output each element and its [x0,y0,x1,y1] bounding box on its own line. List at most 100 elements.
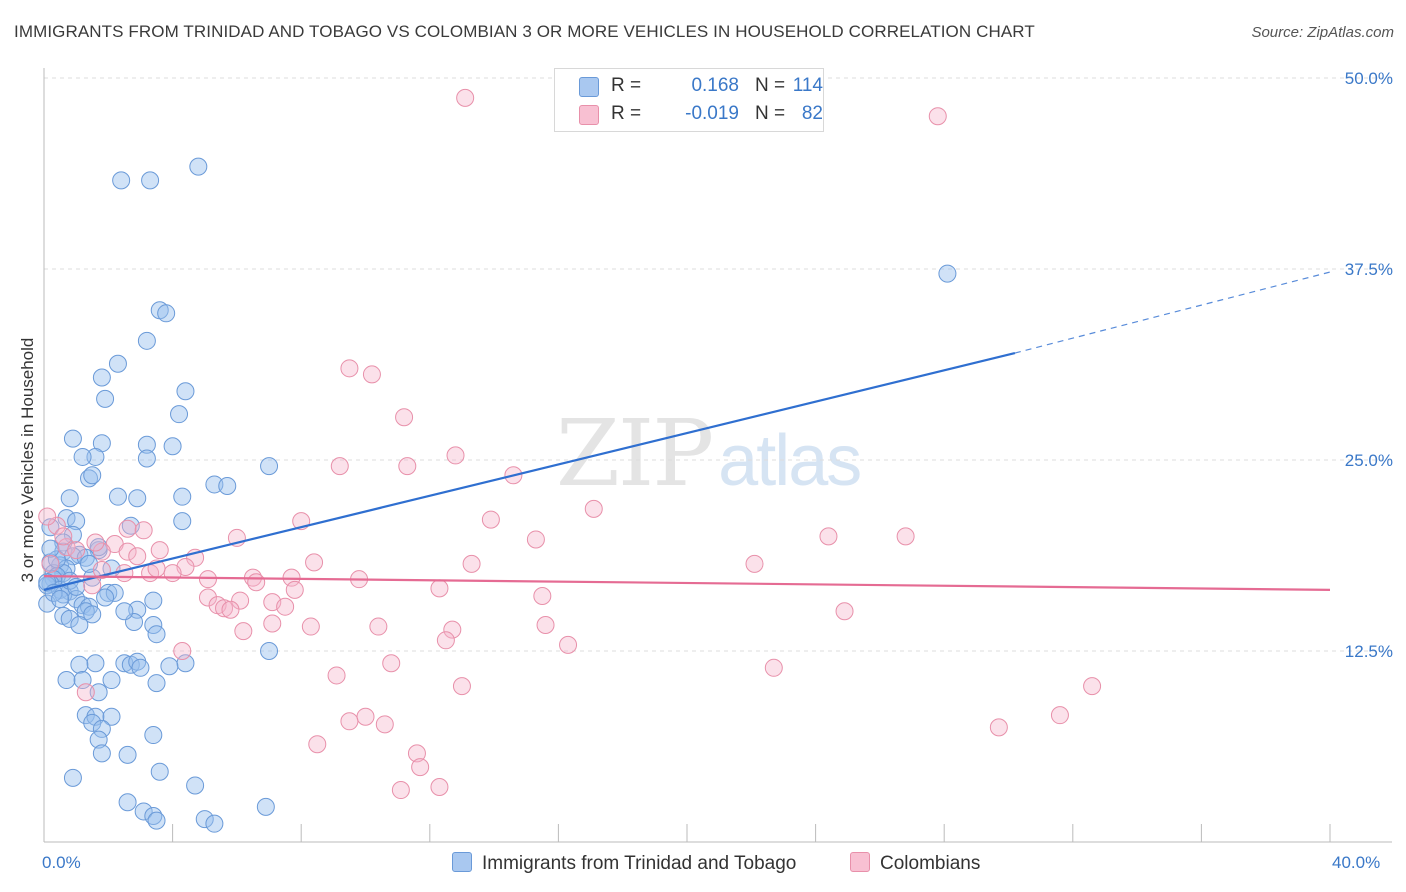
data-point-colombians [340,712,359,731]
data-point-trinidad [57,509,76,528]
source-credit: Source: ZipAtlas.com [1251,24,1394,41]
data-point-colombians [150,541,169,560]
data-point-trinidad [80,469,99,488]
data-point-colombians [436,631,455,650]
data-point-colombians [533,586,552,605]
data-point-colombians [118,519,137,538]
legend-r-label: R = [611,75,642,96]
data-point-trinidad [73,447,92,466]
data-point-trinidad [141,171,160,190]
data-point-colombians [263,614,282,633]
data-point-trinidad [63,429,82,448]
data-point-trinidad [147,811,166,830]
data-point-trinidad [92,719,111,738]
data-point-colombians [443,620,462,639]
data-point-colombians [896,527,915,546]
data-point-colombians [526,530,545,549]
legend-n-value: 114 [792,75,823,96]
data-point-trinidad [150,762,169,781]
trend-line-trinidad [43,351,1016,591]
data-point-trinidad [38,573,57,592]
data-point-trinidad [96,389,115,408]
data-point-colombians [398,457,417,476]
data-point-trinidad [186,776,205,795]
data-point-colombians [430,579,449,598]
data-point-trinidad [118,745,137,764]
data-point-trinidad [176,382,195,401]
data-point-trinidad [173,487,192,506]
x-tick-label-min: 0.0% [42,853,81,872]
data-point-trinidad [260,457,279,476]
data-point-trinidad [173,512,192,531]
bottom-legend-colombians: Colombians [850,852,980,875]
data-point-colombians [276,597,295,616]
data-point-colombians [47,516,66,535]
data-point-colombians [115,564,134,583]
legend-n-value: 82 [801,103,823,124]
data-point-trinidad [137,449,156,468]
data-point-colombians [163,564,182,583]
data-point-trinidad [163,437,182,456]
data-point-trinidad [105,583,124,602]
data-point-colombians [67,541,86,560]
legend-swatch-blue [579,77,599,97]
data-point-trinidad [108,487,127,506]
data-point-colombians [38,507,57,526]
data-point-trinidad [92,368,111,387]
watermark: ZIPatlas [556,400,862,507]
data-point-trinidad [86,654,105,673]
data-point-colombians [382,654,401,673]
data-point-trinidad [89,683,108,702]
data-point-colombians [375,715,394,734]
data-point-trinidad [108,354,127,373]
chart-title: IMMIGRANTS FROM TRINIDAD AND TOBAGO VS C… [14,22,1035,41]
data-point-colombians [989,718,1008,737]
bottom-legend-label: Colombians [880,853,981,874]
data-point-colombians [391,781,410,800]
legend-r-value: -0.019 [685,103,739,124]
y-tick-label: 25.0% [1345,451,1393,470]
data-point-colombians [452,677,471,696]
data-point-colombians [231,591,250,610]
data-point-trinidad [83,605,102,624]
data-point-trinidad [938,264,957,283]
data-point-trinidad [170,405,189,424]
bottom-legend-label: Immigrants from Trinidad and Tobago [482,853,797,874]
data-point-trinidad [96,588,115,607]
legend-n-label: N = [755,75,786,96]
data-point-trinidad [89,730,108,749]
data-point-trinidad [57,671,76,690]
data-point-trinidad [67,512,86,531]
data-point-trinidad [83,466,102,485]
data-point-trinidad [102,707,121,726]
data-point-colombians [369,617,388,636]
data-point-colombians [221,600,240,619]
data-point-colombians [301,617,320,636]
data-point-trinidad [47,550,66,569]
data-point-trinidad [41,539,60,558]
data-point-colombians [128,547,147,566]
watermark-zip: ZIP [556,400,714,507]
data-point-trinidad [144,726,163,745]
data-point-colombians [330,457,349,476]
data-point-colombians [446,446,465,465]
legend-n-label: N = [755,103,786,124]
data-point-colombians [462,554,481,573]
data-point-colombians [745,554,764,573]
data-point-trinidad [131,658,150,677]
data-point-trinidad [63,768,82,787]
data-point-trinidad [51,590,70,609]
bottom-legend-trinidad: Immigrants from Trinidad and Tobago [452,852,796,875]
data-point-colombians [173,642,192,660]
data-point-colombians [308,735,327,754]
data-point-trinidad [260,642,279,660]
data-point-trinidad [112,171,131,190]
data-point-colombians [54,527,73,546]
bottom-legend-swatch-blue [452,852,472,872]
data-point-colombians [285,580,304,599]
data-point-trinidad [205,814,224,833]
data-point-trinidad [41,518,60,537]
data-point-trinidad [160,657,179,676]
data-point-colombians [1083,677,1102,696]
